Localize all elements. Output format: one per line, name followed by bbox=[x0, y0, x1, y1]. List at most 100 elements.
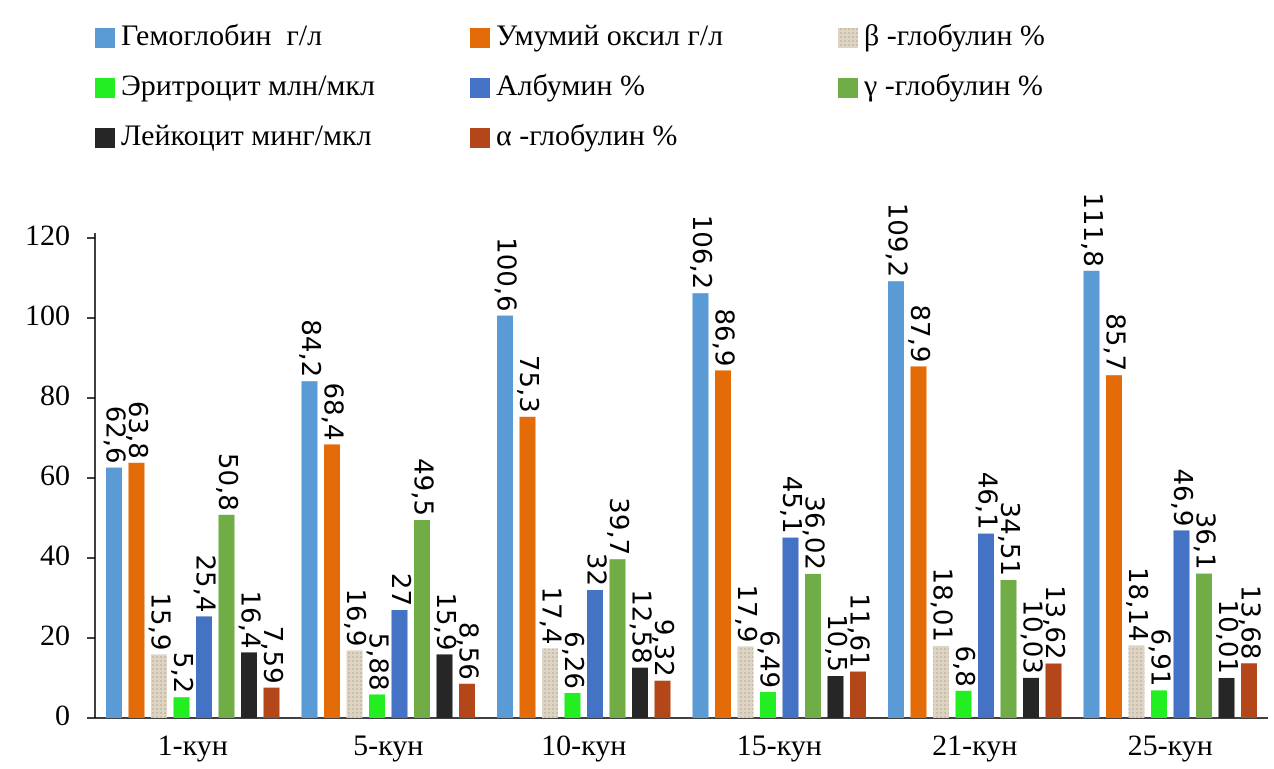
value-label: 6,26 bbox=[558, 631, 588, 689]
value-label: 27 bbox=[385, 573, 415, 606]
legend-swatch bbox=[95, 78, 115, 98]
value-label: 46,9 bbox=[1167, 469, 1197, 527]
x-tick-label: 21-кун bbox=[932, 729, 1017, 762]
bar bbox=[910, 366, 927, 718]
value-label: 87,9 bbox=[904, 305, 934, 363]
value-label: 10,01 bbox=[1212, 600, 1242, 674]
legend-swatch bbox=[470, 128, 490, 148]
bar bbox=[782, 537, 799, 718]
value-label: 111,8 bbox=[1077, 192, 1107, 266]
bar bbox=[173, 697, 190, 718]
value-label: 5,2 bbox=[167, 652, 197, 693]
bar bbox=[128, 462, 145, 718]
value-label: 75,3 bbox=[513, 355, 543, 413]
bar bbox=[391, 610, 408, 718]
legend-swatch bbox=[470, 78, 490, 98]
bar bbox=[1083, 270, 1100, 718]
value-label: 18,01 bbox=[927, 568, 957, 642]
bar bbox=[346, 650, 363, 718]
bar bbox=[301, 381, 318, 718]
legend-label: α -глобулин % bbox=[496, 119, 677, 152]
value-label: 10,5 bbox=[821, 614, 851, 672]
value-label: 10,03 bbox=[1017, 599, 1047, 673]
bar bbox=[497, 315, 513, 718]
value-label: 85,7 bbox=[1100, 313, 1130, 371]
legend-swatch bbox=[95, 28, 115, 48]
bar bbox=[1151, 690, 1167, 718]
bar bbox=[218, 514, 235, 718]
value-label: 106,2 bbox=[686, 215, 716, 289]
value-label: 9,32 bbox=[648, 619, 678, 677]
bar bbox=[692, 293, 709, 718]
bar bbox=[715, 370, 731, 718]
value-label: 25,4 bbox=[190, 555, 220, 613]
x-tick-label: 1-кун bbox=[158, 729, 228, 762]
legend-swatch bbox=[838, 78, 858, 98]
bar bbox=[1241, 663, 1257, 718]
bar bbox=[196, 616, 212, 718]
value-label: 15,9 bbox=[430, 593, 460, 651]
bar bbox=[632, 667, 648, 718]
value-label: 46,1 bbox=[972, 472, 1002, 530]
value-label: 36,1 bbox=[1190, 512, 1220, 570]
bar bbox=[106, 467, 122, 718]
value-label: 12,58 bbox=[626, 589, 656, 663]
value-label: 45,1 bbox=[776, 476, 806, 534]
legend-swatch bbox=[470, 28, 490, 48]
value-label: 32 bbox=[581, 553, 611, 586]
bar bbox=[978, 533, 994, 718]
value-label: 13,62 bbox=[1039, 585, 1069, 659]
bar bbox=[587, 590, 603, 718]
bar bbox=[459, 683, 475, 718]
bar bbox=[737, 646, 754, 718]
bar bbox=[542, 648, 558, 718]
bar bbox=[151, 654, 167, 718]
bar bbox=[760, 692, 776, 718]
bar bbox=[564, 692, 581, 718]
value-label: 84,2 bbox=[295, 319, 325, 377]
value-label: 50,8 bbox=[212, 453, 242, 511]
bar bbox=[1000, 579, 1017, 718]
value-label: 62,6 bbox=[100, 406, 130, 464]
y-tick-label: 40 bbox=[40, 539, 70, 572]
y-tick-label: 120 bbox=[25, 219, 70, 252]
y-tick-label: 0 bbox=[55, 699, 70, 732]
x-tick-label: 15-кун bbox=[737, 729, 822, 762]
legend-swatch bbox=[95, 128, 115, 148]
legend-label: Эритроцит млн/мкл bbox=[121, 69, 375, 102]
legend-label: γ -глобулин % bbox=[863, 69, 1043, 102]
bar bbox=[654, 680, 671, 718]
legend-label: Лейкоцит минг/мкл bbox=[121, 119, 372, 152]
value-label: 17,9 bbox=[731, 585, 761, 643]
legend-label: Гемоглобин г/л bbox=[121, 19, 322, 52]
value-label: 5,88 bbox=[363, 633, 393, 691]
bar bbox=[414, 520, 430, 718]
bar bbox=[1196, 573, 1212, 718]
y-tick-label: 60 bbox=[40, 459, 70, 492]
value-label: 16,9 bbox=[340, 589, 370, 647]
y-tick-label: 20 bbox=[40, 619, 70, 652]
value-label: 109,2 bbox=[882, 203, 912, 277]
bar bbox=[263, 687, 280, 718]
bar bbox=[805, 573, 821, 718]
value-label: 49,5 bbox=[408, 458, 438, 516]
bar bbox=[519, 416, 536, 718]
value-label: 15,9 bbox=[145, 593, 175, 651]
value-label: 6,8 bbox=[949, 645, 979, 686]
bar bbox=[324, 444, 340, 718]
value-label: 6,91 bbox=[1145, 628, 1175, 686]
y-tick-label: 100 bbox=[25, 299, 70, 332]
value-label: 86,9 bbox=[709, 309, 739, 367]
legend-swatch bbox=[838, 28, 858, 48]
value-label: 68,4 bbox=[318, 383, 348, 441]
bar bbox=[1173, 530, 1190, 718]
value-label: 63,8 bbox=[122, 401, 152, 459]
bar bbox=[850, 671, 866, 718]
bar bbox=[1128, 645, 1145, 718]
bar bbox=[369, 694, 385, 718]
value-label: 6,49 bbox=[754, 630, 784, 688]
bar bbox=[1218, 677, 1235, 718]
bar bbox=[609, 559, 626, 718]
bar bbox=[1023, 677, 1039, 718]
